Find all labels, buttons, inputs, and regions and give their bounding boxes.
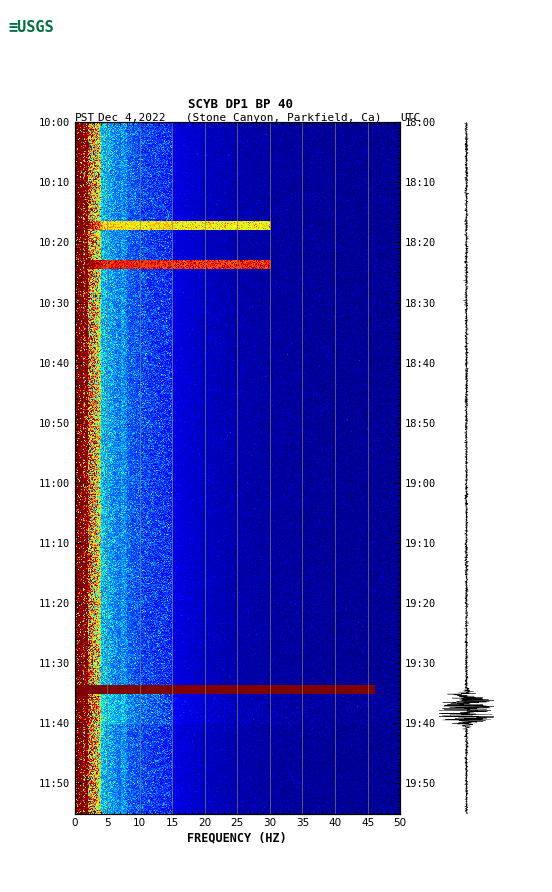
Text: PST: PST xyxy=(75,113,95,123)
Text: ≡USGS: ≡USGS xyxy=(8,20,54,35)
Text: SCYB DP1 BP 40: SCYB DP1 BP 40 xyxy=(188,98,293,112)
Text: UTC: UTC xyxy=(400,113,421,123)
X-axis label: FREQUENCY (HZ): FREQUENCY (HZ) xyxy=(188,831,287,844)
Text: Dec 4,2022   (Stone Canyon, Parkfield, Ca): Dec 4,2022 (Stone Canyon, Parkfield, Ca) xyxy=(98,113,382,123)
